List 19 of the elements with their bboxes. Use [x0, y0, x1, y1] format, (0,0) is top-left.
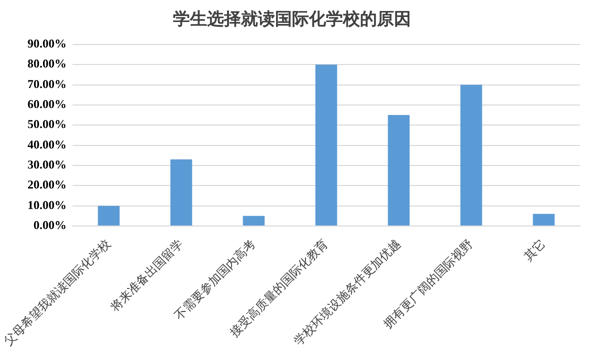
- y-tick-label: 10.00%: [28, 198, 66, 212]
- bar: [98, 206, 120, 226]
- y-tick-label: 70.00%: [28, 76, 66, 91]
- bar: [532, 214, 555, 226]
- bar: [315, 64, 338, 226]
- chart-title: 学生选择就读国际化学校的原因: [173, 10, 411, 30]
- y-tick-label: 60.00%: [28, 97, 66, 112]
- bar: [460, 84, 482, 226]
- y-tick-label: 0.00%: [34, 218, 66, 232]
- x-tick-label: 其它: [521, 236, 548, 264]
- bar: [242, 216, 265, 226]
- bar: [388, 115, 410, 226]
- y-tick-label: 30.00%: [28, 158, 66, 172]
- y-tick-label: 40.00%: [28, 137, 66, 152]
- y-tick-label: 20.00%: [28, 178, 66, 192]
- y-tick-label: 90.00%: [28, 36, 66, 50]
- bar: [170, 159, 192, 226]
- y-tick-label: 50.00%: [28, 117, 66, 132]
- y-tick-label: 80.00%: [28, 56, 66, 71]
